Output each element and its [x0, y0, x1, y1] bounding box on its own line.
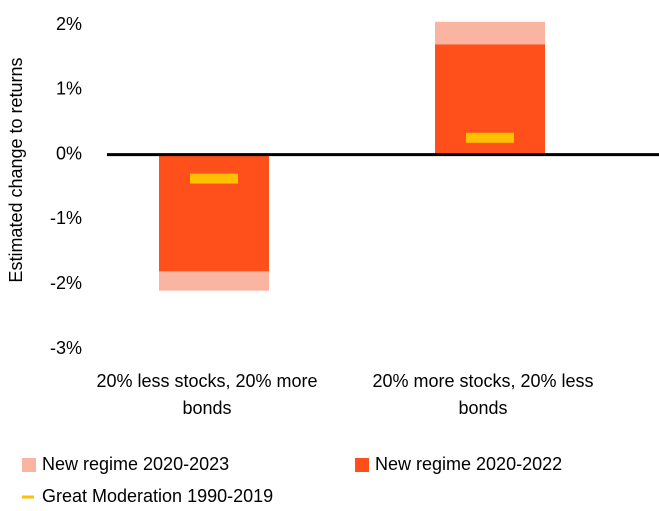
legend-swatch — [355, 458, 369, 472]
y-tick-label: 2% — [56, 14, 82, 34]
y-tick-label: 0% — [56, 143, 82, 163]
y-tick-label: -2% — [50, 273, 82, 293]
y-tick-label: -3% — [50, 338, 82, 358]
x-tick-label: 20% more stocks, 20% less bonds — [372, 371, 593, 418]
marker — [190, 173, 238, 184]
marker — [466, 132, 514, 143]
y-axis-label: Estimated change to returns — [6, 57, 26, 282]
legend-label: Great Moderation 1990-2019 — [42, 486, 273, 506]
legend-label: New regime 2020-2023 — [42, 454, 229, 474]
y-tick-label: -1% — [50, 208, 82, 228]
bar — [159, 154, 269, 272]
legend-swatch — [22, 458, 36, 472]
y-tick-label: 1% — [56, 79, 82, 99]
x-tick-label: 20% less stocks, 20% more bonds — [96, 371, 317, 418]
legend-label: New regime 2020-2022 — [375, 454, 562, 474]
